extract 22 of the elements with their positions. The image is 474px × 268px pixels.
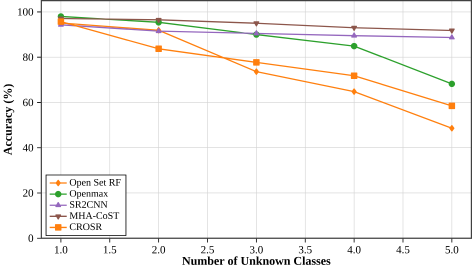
y-tick-label: 60	[23, 98, 34, 106]
x-axis-title: Number of Unknown Classes	[182, 256, 330, 265]
legend-label: CROSR	[70, 223, 102, 230]
y-axis-title: Accuracy (%)	[3, 84, 14, 155]
x-tick-label: 4.0	[347, 246, 361, 254]
x-tick-label: 2.5	[201, 246, 214, 254]
y-tick-label: 80	[23, 53, 34, 61]
x-tick-label: 1.5	[104, 246, 116, 254]
x-tick-label: 4.5	[396, 246, 410, 254]
x-tick-label: 2.0	[152, 246, 166, 254]
legend-label: MHA-CoST	[70, 212, 120, 219]
x-tick-label: 3.5	[298, 246, 312, 254]
y-tick-label: 40	[22, 144, 34, 152]
x-tick-label: 5.0	[446, 246, 458, 254]
legend-label: Openmax	[70, 190, 108, 199]
x-tick-label: 1.0	[55, 246, 68, 254]
y-tick-label: 100	[18, 8, 34, 16]
x-tick-label: 3.0	[250, 246, 263, 254]
legend-label: SR2CNN	[70, 201, 108, 208]
y-tick-label: 20	[23, 189, 34, 197]
legend-label: Open Set RF	[70, 178, 121, 188]
y-tick-label: 0	[28, 234, 34, 242]
